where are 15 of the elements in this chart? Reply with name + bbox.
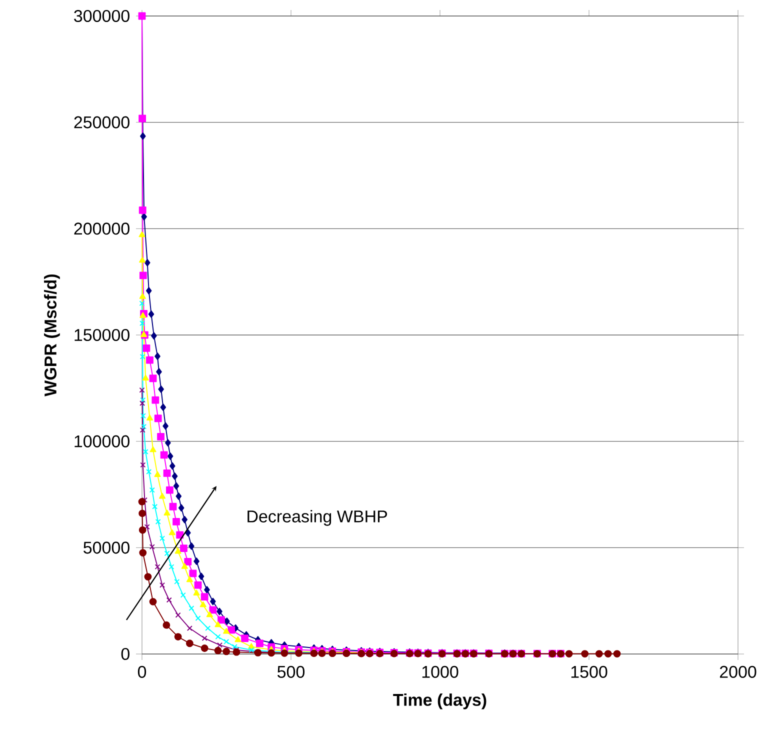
y-tick-label: 150000 [74,328,130,342]
y-tick-label: 50000 [84,542,130,554]
y-tick-label: 200000 [74,222,130,235]
x-axis-title: Time (days) [393,693,486,710]
x-tick-label: 1000 [422,666,458,678]
x-tick-label: 500 [277,666,305,678]
y-tick-label: 100000 [74,435,130,448]
x-tick-label: 0 [138,666,146,678]
y-tick-label: 250000 [74,116,130,128]
x-tick-label: 1500 [571,666,608,678]
y-tick-label: 300000 [74,10,130,22]
x-tick-label: 2000 [720,666,756,678]
y-tick-label: 0 [121,648,130,660]
y-axis-title: WGPR (Mscf/d) [44,274,60,396]
annotation: Decreasing WBHP [248,510,387,526]
